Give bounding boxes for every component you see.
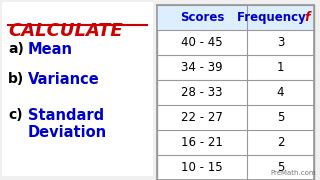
Text: Mean: Mean xyxy=(28,42,73,57)
Text: 4: 4 xyxy=(277,86,284,99)
Text: Variance: Variance xyxy=(28,72,100,87)
Text: f: f xyxy=(305,11,310,24)
Text: 28 - 33: 28 - 33 xyxy=(181,86,223,99)
Text: Scores: Scores xyxy=(180,11,224,24)
Text: 2: 2 xyxy=(277,136,284,149)
Text: 3: 3 xyxy=(277,36,284,49)
FancyBboxPatch shape xyxy=(157,5,315,180)
Text: Frequency: Frequency xyxy=(237,11,310,24)
Text: 10 - 15: 10 - 15 xyxy=(181,161,223,174)
Text: Standard
Deviation: Standard Deviation xyxy=(28,108,107,140)
Text: b): b) xyxy=(8,72,24,86)
Text: 1: 1 xyxy=(277,61,284,74)
Text: c): c) xyxy=(8,108,23,122)
Text: 40 - 45: 40 - 45 xyxy=(181,36,223,49)
Text: 22 - 27: 22 - 27 xyxy=(181,111,223,124)
Text: a): a) xyxy=(8,42,24,56)
Text: 34 - 39: 34 - 39 xyxy=(181,61,223,74)
FancyBboxPatch shape xyxy=(157,5,315,30)
Text: 5: 5 xyxy=(277,161,284,174)
Text: PreMath.com: PreMath.com xyxy=(271,170,316,176)
Text: CALCULATE: CALCULATE xyxy=(8,22,123,40)
FancyBboxPatch shape xyxy=(2,2,153,176)
Text: 5: 5 xyxy=(277,111,284,124)
Text: 16 - 21: 16 - 21 xyxy=(181,136,223,149)
